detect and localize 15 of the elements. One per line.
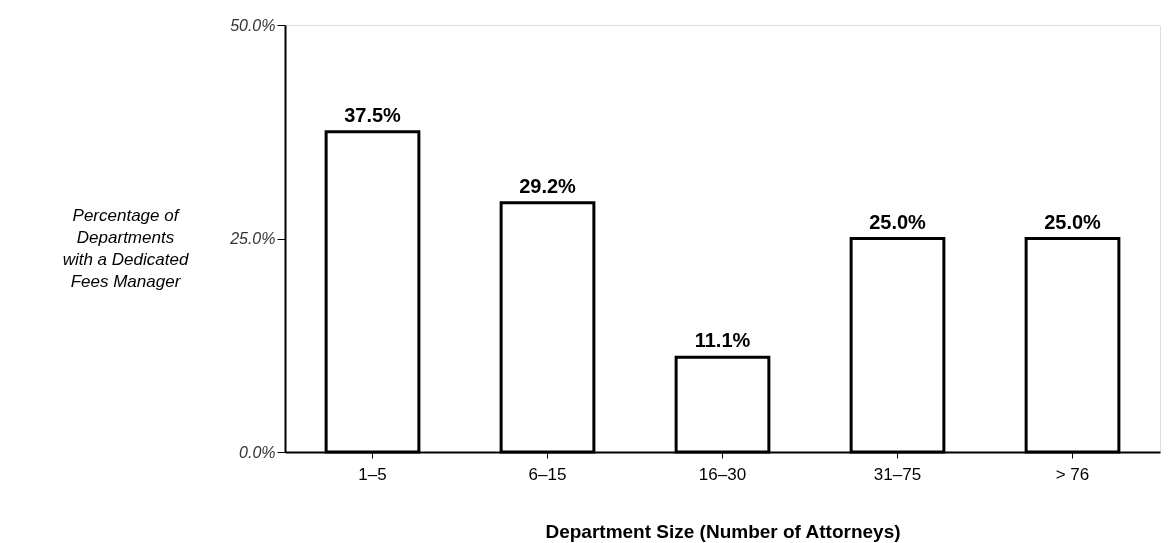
y-tick-label: 0.0% [239,443,276,461]
x-tick-label: 16–30 [698,464,747,484]
x-axis-title: Department Size (Number of Attorneys) [545,520,901,542]
x-tick-label: 31–75 [873,464,922,484]
x-tick-label: 1–5 [358,464,387,484]
data-label: 25.0% [869,210,927,233]
x-tick-label: > 76 [1055,464,1090,484]
y-tick-label: 50.0% [230,16,276,34]
data-label: 25.0% [1044,210,1102,233]
data-label: 37.5% [344,103,402,126]
data-label: 11.1% [694,329,751,352]
data-label: 29.2% [519,174,577,197]
y-axis-title: Percentage of Departments with a Dedicated Fees Manager [62,205,189,291]
x-tick-label: 6–15 [528,464,567,484]
y-tick-label: 25.0% [229,230,276,247]
